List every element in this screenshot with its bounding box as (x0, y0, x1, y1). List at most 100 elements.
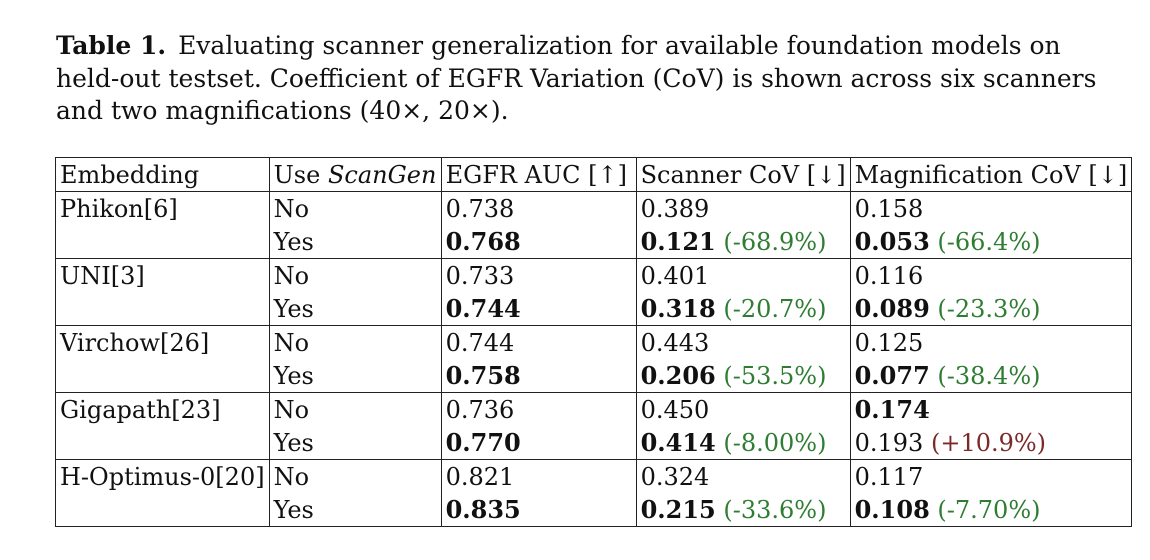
auc-cell: 0.738 (440, 191, 637, 225)
model-cell (55, 225, 270, 259)
header-use-prefix: Use (273, 160, 328, 189)
auc-cell: 0.758 (440, 359, 637, 393)
table-row: Yes 0.768 0.121 (-68.9%) 0.053 (-66.4%) (55, 225, 1133, 259)
scanner-cov-value: 0.414 (640, 428, 716, 457)
magnification-cov-value: 0.053 (854, 227, 930, 256)
use-scangen-cell: No (268, 258, 442, 292)
table-row: UNI[3] No 0.733 0.401 0.116 (55, 258, 1133, 292)
header-scanner-cov: Scanner CoV [↓] (635, 157, 851, 192)
use-scangen-cell: Yes (268, 225, 442, 259)
magnification-cov-value: 0.117 (854, 462, 924, 491)
use-scangen-cell: Yes (268, 493, 442, 527)
table-row: Yes 0.758 0.206 (-53.5%) 0.077 (-38.4%) (55, 359, 1133, 393)
table-row: Yes 0.770 0.414 (-8.00%) 0.193 (+10.9%) (55, 426, 1133, 460)
model-cell: UNI[3] (55, 258, 270, 292)
scanner-cov-cell: 0.324 (635, 459, 851, 493)
scanner-cov-delta: (-20.7%) (723, 295, 827, 323)
auc-cell: 0.744 (440, 325, 637, 359)
model-cell: Phikon[6] (55, 191, 270, 225)
auc-cell: 0.768 (440, 225, 637, 259)
magnification-cov-value: 0.089 (854, 294, 930, 323)
table-row: Gigapath[23] No 0.736 0.450 0.174 (55, 392, 1133, 426)
magnification-cov-delta: (+10.9%) (930, 428, 1047, 457)
magnification-cov-value: 0.108 (854, 495, 930, 524)
use-scangen-cell: Yes (268, 359, 442, 393)
scanner-cov-value: 0.324 (640, 462, 710, 491)
magnification-cov-delta: (-38.4%) (937, 362, 1041, 390)
use-scangen-cell: No (268, 325, 442, 359)
model-cell (55, 426, 270, 460)
scanner-cov-cell: 0.401 (635, 258, 851, 292)
use-scangen-cell: No (268, 392, 442, 426)
model-cell (55, 493, 270, 527)
magnification-cov-delta: (-23.3%) (937, 295, 1041, 323)
magnification-cov-cell: 0.108 (-7.70%) (849, 493, 1133, 527)
magnification-cov-value: 0.077 (854, 361, 930, 390)
scanner-cov-delta: (-53.5%) (723, 362, 827, 390)
header-row: Embedding Use ScanGen EGFR AUC [↑] Scann… (55, 157, 1133, 192)
magnification-cov-cell: 0.158 (849, 191, 1133, 225)
scanner-cov-cell: 0.215 (-33.6%) (635, 493, 851, 527)
table-row: Phikon[6] No 0.738 0.389 0.158 (55, 191, 1133, 225)
auc-cell: 0.744 (440, 292, 637, 326)
magnification-cov-cell: 0.117 (849, 459, 1133, 493)
scanner-cov-delta: (-8.00%) (723, 429, 827, 457)
scanner-cov-cell: 0.450 (635, 392, 851, 426)
magnification-cov-value: 0.116 (854, 261, 924, 290)
model-cell: Virchow[26] (55, 325, 270, 359)
magnification-cov-cell: 0.174 (849, 392, 1133, 426)
scanner-cov-value: 0.443 (640, 328, 710, 357)
table-row: Yes 0.744 0.318 (-20.7%) 0.089 (-23.3%) (55, 292, 1133, 326)
scanner-cov-delta: (-33.6%) (723, 496, 827, 524)
use-scangen-cell: Yes (268, 426, 442, 460)
table-row: Virchow[26] No 0.744 0.443 0.125 (55, 325, 1133, 359)
header-embedding: Embedding (55, 157, 270, 192)
caption-label: Table 1. (56, 31, 167, 60)
scanner-cov-value: 0.318 (640, 294, 716, 323)
header-magnification-cov: Magnification CoV [↓] (849, 157, 1133, 192)
model-cell: H-Optimus-0[20] (55, 459, 270, 493)
caption-text: Evaluating scanner generalization for av… (56, 31, 1097, 125)
header-use-scangen: Use ScanGen (268, 157, 442, 192)
scanner-cov-value: 0.450 (640, 395, 710, 424)
magnification-cov-value: 0.158 (854, 194, 924, 223)
results-table: Embedding Use ScanGen EGFR AUC [↑] Scann… (55, 157, 1133, 527)
auc-cell: 0.733 (440, 258, 637, 292)
auc-cell: 0.821 (440, 459, 637, 493)
magnification-cov-cell: 0.116 (849, 258, 1133, 292)
table-row: Yes 0.835 0.215 (-33.6%) 0.108 (-7.70%) (55, 493, 1133, 527)
magnification-cov-cell: 0.193 (+10.9%) (849, 426, 1133, 460)
magnification-cov-delta: (-7.70%) (937, 496, 1041, 524)
magnification-cov-cell: 0.053 (-66.4%) (849, 225, 1133, 259)
use-scangen-cell: No (268, 459, 442, 493)
magnification-cov-value: 0.125 (854, 328, 924, 357)
magnification-cov-cell: 0.089 (-23.3%) (849, 292, 1133, 326)
header-auc: EGFR AUC [↑] (440, 157, 637, 192)
magnification-cov-value: 0.193 (854, 428, 924, 457)
scanner-cov-value: 0.401 (640, 261, 710, 290)
scanner-cov-cell: 0.389 (635, 191, 851, 225)
scanner-cov-cell: 0.443 (635, 325, 851, 359)
use-scangen-cell: No (268, 191, 442, 225)
magnification-cov-delta: (-66.4%) (937, 228, 1041, 256)
model-cell (55, 292, 270, 326)
use-scangen-cell: Yes (268, 292, 442, 326)
magnification-cov-cell: 0.077 (-38.4%) (849, 359, 1133, 393)
model-cell (55, 359, 270, 393)
scanner-cov-value: 0.121 (640, 227, 716, 256)
scanner-cov-value: 0.206 (640, 361, 716, 390)
magnification-cov-value: 0.174 (854, 395, 930, 424)
scanner-cov-cell: 0.414 (-8.00%) (635, 426, 851, 460)
auc-cell: 0.770 (440, 426, 637, 460)
scanner-cov-cell: 0.206 (-53.5%) (635, 359, 851, 393)
scanner-cov-cell: 0.121 (-68.9%) (635, 225, 851, 259)
table-caption: Table 1. Evaluating scanner generalizati… (56, 30, 1106, 128)
scanner-cov-cell: 0.318 (-20.7%) (635, 292, 851, 326)
scanner-cov-value: 0.215 (640, 495, 716, 524)
scanner-cov-delta: (-68.9%) (723, 228, 827, 256)
model-cell: Gigapath[23] (55, 392, 270, 426)
table-row: H-Optimus-0[20] No 0.821 0.324 0.117 (55, 459, 1133, 493)
scanner-cov-value: 0.389 (640, 194, 710, 223)
magnification-cov-cell: 0.125 (849, 325, 1133, 359)
auc-cell: 0.835 (440, 493, 637, 527)
